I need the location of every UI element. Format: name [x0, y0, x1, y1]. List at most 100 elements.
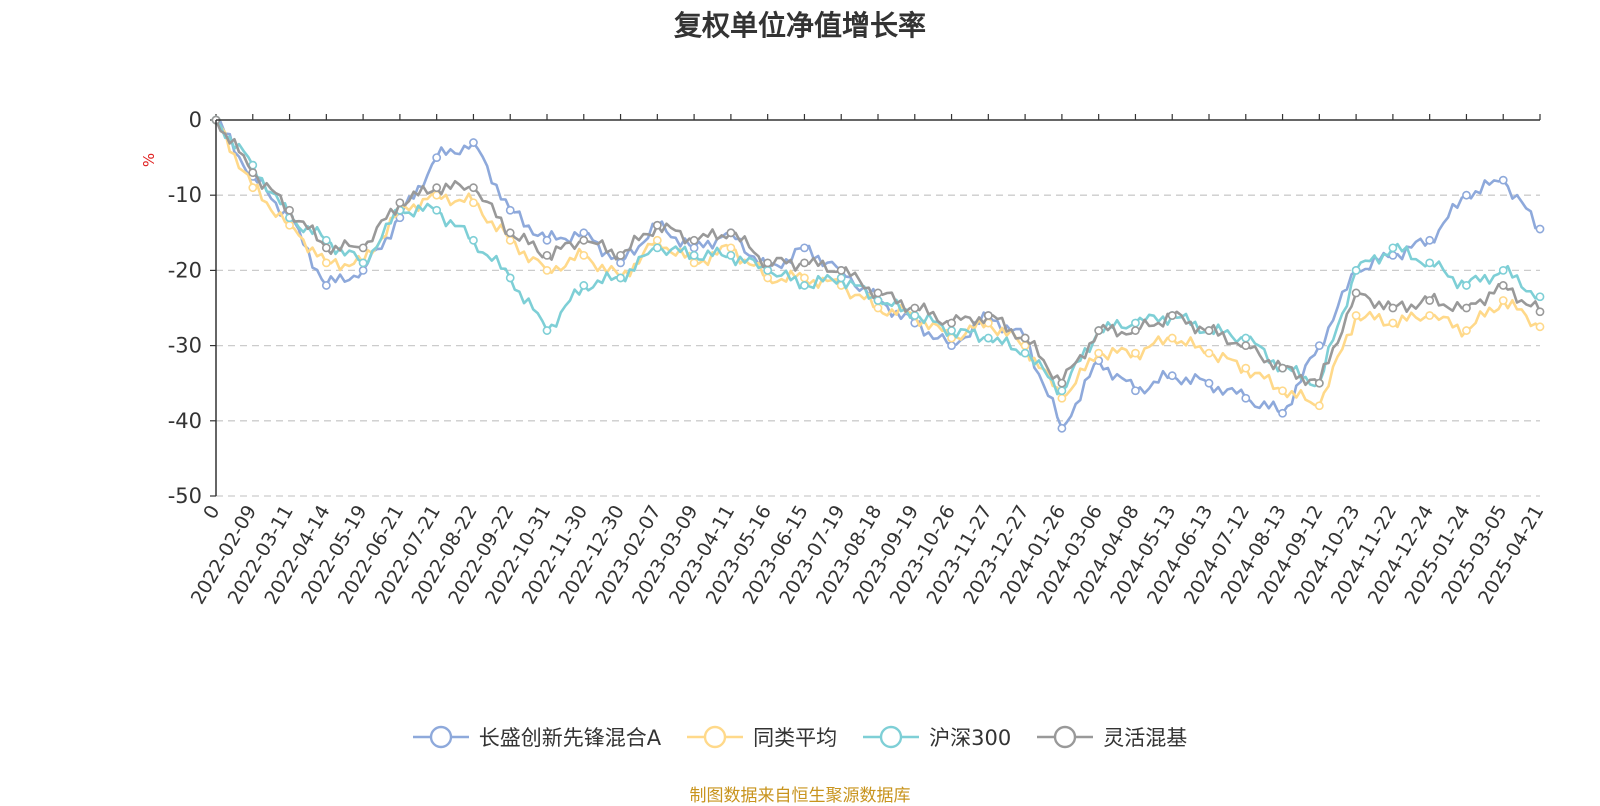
series-3-point: [1388, 303, 1398, 313]
legend-line-circle-icon: [1037, 725, 1094, 749]
series-0-point: [1057, 423, 1067, 433]
legend-line-circle-icon: [687, 725, 744, 749]
series-1-point: [248, 183, 258, 193]
x-axis-ticks: 02022-02-092022-03-112022-04-142022-05-1…: [187, 114, 1548, 608]
source-note: 制图数据来自恒生聚源数据库: [689, 786, 911, 806]
series-0-point: [358, 265, 368, 275]
series-2-point: [542, 326, 552, 335]
series-2-point: [1057, 386, 1067, 396]
series-3-point: [873, 288, 883, 298]
series-0-point: [689, 243, 699, 253]
series-2-point: [1425, 258, 1435, 268]
series-1-point: [726, 243, 736, 253]
series-1-point: [1057, 393, 1067, 403]
series-3-point: [505, 228, 515, 238]
series-3-point: [1278, 363, 1287, 373]
series-3-point: [1057, 378, 1067, 388]
series-1-point: [1388, 318, 1398, 328]
legend-label: 灵活混基: [1103, 726, 1188, 750]
series-3-point: [763, 258, 773, 268]
series-0-point: [1535, 224, 1545, 234]
series-0-point: [542, 235, 552, 245]
series-1-point: [652, 235, 662, 245]
series-2-point: [836, 273, 846, 283]
y-tick-label: -40: [168, 409, 202, 433]
series-3-point: [1351, 288, 1361, 298]
series-lines: [211, 115, 1545, 433]
series-2-point: [1462, 281, 1471, 290]
grid-lines: [216, 194, 1540, 497]
series-3-point: [285, 205, 294, 215]
series-1-point: [542, 265, 552, 275]
series-2-point: [1241, 333, 1251, 343]
series-0-point: [321, 281, 331, 290]
y-axis-label: %: [140, 153, 158, 167]
legend-item-2[interactable]: 沪深300: [863, 722, 1011, 752]
series-2-point: [910, 311, 920, 320]
series-3-point: [726, 228, 736, 238]
series-0-point: [469, 138, 478, 147]
series-3-point: [1462, 303, 1471, 313]
series-2-point: [652, 243, 662, 253]
series-0-point: [1204, 378, 1214, 388]
series-line-0: [215, 118, 1541, 430]
series-0-point: [1462, 190, 1471, 200]
series-3-point: [947, 318, 956, 328]
series-3-point: [1241, 341, 1251, 350]
series-1-point: [1131, 348, 1140, 358]
series-1-point: [1351, 311, 1361, 320]
series-1-point: [1462, 326, 1471, 335]
x-tick-label: 0: [199, 502, 224, 523]
series-0-point: [432, 153, 442, 162]
series-0-point: [800, 243, 809, 253]
series-2-point: [873, 296, 883, 305]
series-0-point: [1498, 175, 1508, 185]
chart-title: 复权单位净值增长率: [673, 9, 926, 42]
y-axis-ticks: 0 -10 -20 -30 -40 -50: [168, 108, 216, 508]
series-line-1: [214, 119, 1541, 408]
series-0-point: [1314, 341, 1324, 350]
series-2-point: [983, 333, 993, 343]
series-1-point: [469, 198, 478, 208]
series-1-point: [1425, 311, 1435, 320]
legend-item-1[interactable]: 同类平均: [687, 722, 837, 752]
series-3-point: [358, 243, 368, 253]
series-3-point: [1167, 311, 1177, 320]
series-3-point: [542, 250, 552, 260]
series-2-point: [800, 281, 809, 290]
series-3-point: [910, 303, 920, 313]
series-3-point: [836, 265, 846, 275]
series-1-point: [1167, 333, 1177, 343]
series-2-point: [1131, 318, 1140, 328]
legend-item-3[interactable]: 灵活混基: [1037, 722, 1187, 752]
legend-label: 沪深300: [929, 726, 1012, 750]
series-3-point: [616, 250, 625, 260]
series-3-point: [1535, 307, 1545, 317]
series-3-point: [432, 183, 442, 193]
series-1-point: [1498, 296, 1508, 305]
series-1-point: [689, 258, 699, 268]
series-0-point: [505, 205, 515, 215]
series-3-point: [983, 311, 993, 320]
series-1-point: [1204, 348, 1214, 358]
y-tick-label: -20: [168, 258, 202, 282]
y-tick-label: -10: [168, 183, 202, 207]
series-3-point: [248, 168, 258, 178]
series-2-point: [726, 250, 736, 260]
series-1-point: [1314, 401, 1324, 411]
y-tick-label: -30: [168, 334, 202, 358]
series-2-point: [469, 235, 478, 245]
legend: 长盛创新先锋混合A 同类平均 沪深300 灵活混基: [0, 722, 1600, 752]
series-2-point: [1388, 243, 1398, 253]
series-3-point: [652, 220, 662, 230]
legend-line-circle-icon: [412, 725, 469, 749]
legend-item-0[interactable]: 长盛创新先锋混合A: [412, 722, 661, 752]
series-1-point: [1535, 322, 1545, 332]
series-2-point: [763, 265, 773, 275]
legend-label: 同类平均: [753, 726, 838, 750]
series-2-point: [505, 273, 515, 283]
y-tick-label: 0: [189, 108, 202, 132]
series-2-point: [1498, 265, 1508, 275]
series-2-point: [689, 250, 699, 260]
series-3-point: [1204, 326, 1214, 335]
